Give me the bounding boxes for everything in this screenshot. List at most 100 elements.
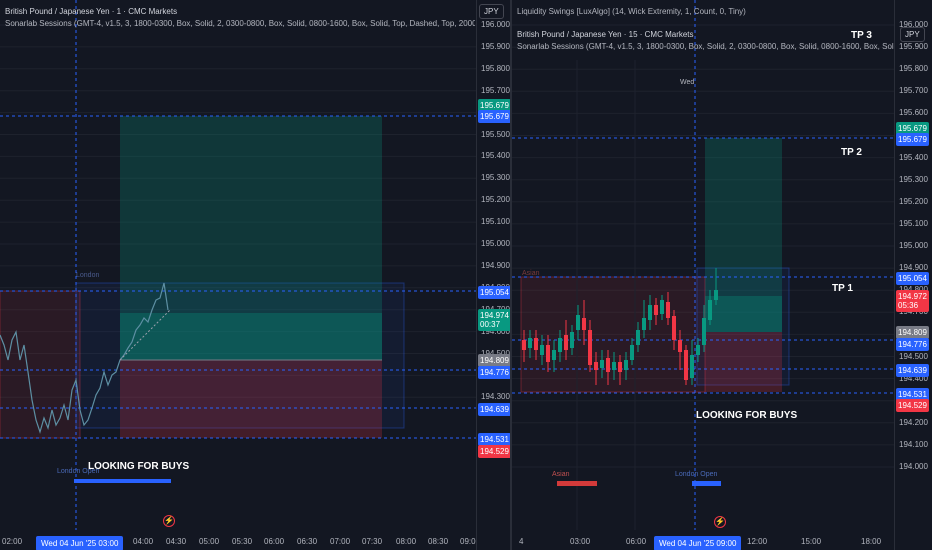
right-candle-body: [690, 355, 694, 378]
left-time-label: 04:00: [133, 537, 154, 546]
right-price-tag: 195.679: [896, 122, 929, 135]
left-price-tag: 195.054: [478, 286, 510, 299]
right-price-label: 194.100: [899, 439, 928, 449]
left-time-label: 07:00: [330, 537, 351, 546]
right-currency-button[interactable]: JPY: [900, 27, 925, 42]
left-london-session-box: [75, 282, 405, 429]
right-price-label: 194.800: [899, 285, 928, 294]
right-time-label: 4: [519, 537, 524, 546]
left-time-label: 07:30: [362, 537, 383, 546]
left-price-label: 195.400: [481, 151, 510, 161]
left-price-tag: 194.531: [478, 433, 510, 446]
left-price-label: 195.100: [481, 217, 510, 227]
right-candle-body: [600, 360, 604, 368]
right-wed-marker: Wed: [680, 79, 695, 86]
right-candle-body: [684, 350, 688, 380]
right-price-chart[interactable]: [512, 0, 894, 530]
left-price-label: 195.900: [481, 41, 510, 51]
right-looking-for-buys-annotation: LOOKING FOR BUYS: [696, 410, 798, 421]
right-price-tag: 195.054: [896, 272, 929, 285]
right-price-label: 195.300: [899, 174, 928, 184]
right-asian-bar: [557, 481, 597, 486]
right-session-asian-bottom-label: Asian: [552, 471, 570, 478]
right-price-tag: 194.809: [896, 326, 929, 339]
left-price-label: 195.000: [481, 239, 510, 248]
right-candle-body: [576, 315, 580, 330]
left-price-tag: 194.974 00:37: [478, 309, 510, 331]
right-chart-title[interactable]: British Pound / Japanese Yen · 15 · CMC …: [517, 30, 694, 39]
right-candle-body: [540, 345, 544, 355]
right-candle-body: [594, 362, 598, 370]
left-target-zone-filled: [120, 313, 382, 360]
left-price-label: 194.500: [481, 348, 510, 358]
right-candle-body: [558, 338, 562, 352]
left-london-open-bar: [74, 479, 171, 483]
right-price-label: 196.000: [899, 20, 928, 29]
left-target-zone: [120, 116, 382, 360]
left-price-chart[interactable]: [0, 0, 476, 530]
right-candle-body: [660, 300, 664, 314]
right-candle-body: [552, 350, 556, 360]
right-candle-body: [708, 300, 712, 320]
left-time-crosshair-label: Wed 04 Jun '25 03:00: [36, 536, 124, 550]
left-time-label: 08:30: [428, 537, 449, 546]
right-price-tag: 194.529: [896, 399, 929, 412]
left-price-axis[interactable]: JPY 196.000195.900195.800195.700195.6001…: [476, 0, 510, 550]
left-price-label: 195.300: [481, 173, 510, 183]
left-price-label: 195.500: [481, 129, 510, 139]
left-chart-panel[interactable]: British Pound / Japanese Yen · 1 · CMC M…: [0, 0, 510, 550]
right-candle-body: [714, 290, 718, 300]
left-time-label: 04:30: [166, 537, 187, 546]
right-candle-body: [696, 345, 700, 355]
right-time-label: 06:00: [626, 537, 647, 546]
right-price-label: 194.900: [899, 263, 928, 273]
right-price-tag: 194.972 05:36: [896, 290, 929, 312]
right-candle-body: [534, 338, 538, 350]
left-time-label: 08:00: [396, 537, 417, 546]
right-target-zone-filled: [705, 296, 782, 332]
left-price-tag: 194.639: [478, 403, 510, 416]
left-session-london-label: London: [76, 272, 100, 279]
right-price-label: 195.900: [899, 42, 928, 52]
right-price-label: 195.100: [899, 218, 928, 228]
right-price-label: 195.700: [899, 86, 928, 96]
right-price-label: 194.200: [899, 417, 928, 427]
right-price-label: 195.800: [899, 64, 928, 74]
right-london-open-bar: [692, 481, 721, 486]
right-candle-body: [612, 362, 616, 370]
right-event-flash-icon[interactable]: ⚡: [714, 516, 726, 528]
right-candle-body: [588, 330, 592, 365]
right-liquidity-swings-legend[interactable]: Liquidity Swings [LuxAlgo] (14, Wick Ext…: [517, 7, 746, 16]
right-candle-body: [618, 362, 622, 372]
left-price-tag: 194.809: [478, 354, 510, 367]
left-price-tag: 195.679: [478, 99, 510, 112]
right-candle-body: [642, 318, 646, 330]
right-tp2-annotation: TP 2: [841, 147, 862, 158]
right-price-label: 195.400: [899, 152, 928, 162]
right-tp3-annotation: TP 3: [851, 30, 872, 41]
left-indicator-legend[interactable]: Sonarlab Sessions (GMT-4, v1.5, 3, 1800-…: [5, 19, 475, 28]
right-chart-panel[interactable]: Liquidity Swings [LuxAlgo] (14, Wick Ext…: [512, 0, 932, 550]
right-london-session-box: [696, 267, 790, 386]
left-session-london-open-label: London Open: [57, 468, 100, 475]
right-candle-body: [666, 302, 670, 318]
right-price-tag: 194.776: [896, 338, 929, 351]
left-currency-button[interactable]: JPY: [479, 4, 504, 19]
left-price-label: 194.300: [481, 392, 510, 402]
right-indicator-legend[interactable]: Sonarlab Sessions (GMT-4, v1.5, 3, 1800-…: [517, 42, 895, 51]
left-price-label: 194.900: [481, 260, 510, 270]
left-chart-title[interactable]: British Pound / Japanese Yen · 1 · CMC M…: [5, 7, 178, 16]
panel-divider[interactable]: [510, 0, 512, 550]
right-candle-body: [654, 305, 658, 315]
right-candle-body: [624, 360, 628, 370]
right-candle-body: [570, 332, 574, 348]
right-candle-body: [630, 345, 634, 360]
right-candle-body: [672, 316, 676, 340]
right-price-axis[interactable]: JPY 196.000 195.900 195.800 195.700 195.600 1…: [894, 0, 932, 550]
left-stop-zone: [120, 360, 382, 438]
right-session-asian-label: Asian: [522, 270, 540, 277]
right-price-label: 194.000: [899, 462, 928, 471]
left-price-label: 195.700: [481, 85, 510, 95]
left-price-label: 195.800: [481, 63, 510, 73]
left-event-flash-icon[interactable]: ⚡: [163, 515, 175, 527]
